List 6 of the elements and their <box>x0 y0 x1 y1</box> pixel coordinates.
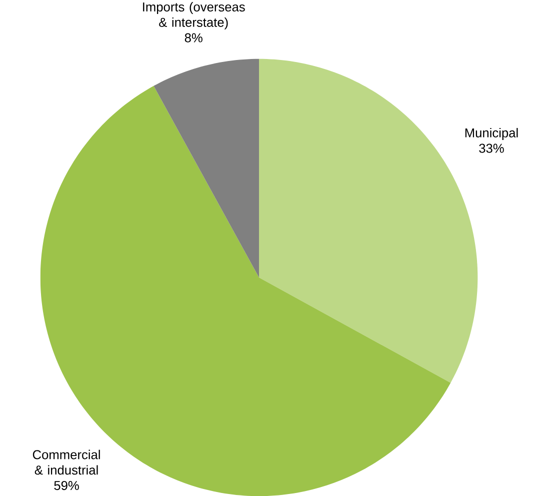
data-label: 8% <box>184 33 202 42</box>
data-label: 59% <box>54 480 79 490</box>
data-label: 33% <box>479 144 504 153</box>
slice-label: Imports (overseas & interstate) <box>143 2 245 30</box>
slice-label: Commercial & industrial <box>32 450 100 475</box>
slice-label: Municipal <box>465 128 518 140</box>
